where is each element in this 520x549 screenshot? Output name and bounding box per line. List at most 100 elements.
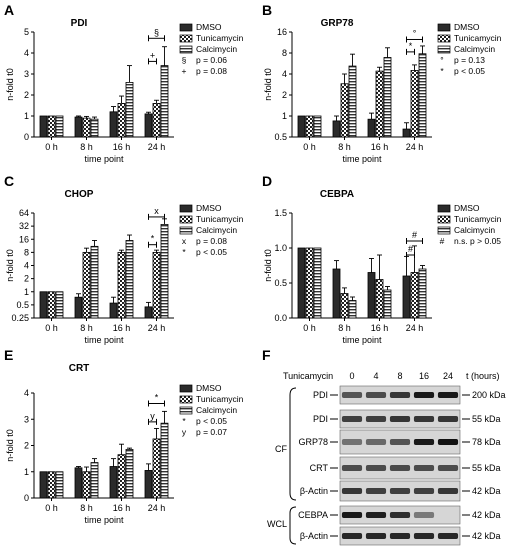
y-tick-label: 0 — [24, 132, 29, 142]
legend-label: Calcimycin — [196, 225, 237, 235]
chart-panel-c: C CHOP 0.25 0.5 1 2 4 8 16 32 64 n-fold t0 0 h 8 h 16… — [4, 173, 244, 345]
y-tick-label: 5 — [24, 27, 29, 37]
y-tick-label: 4 — [24, 388, 29, 398]
bar-calcimycin — [55, 115, 64, 138]
protein-band — [365, 488, 387, 494]
band-label: PDI — [313, 390, 328, 400]
molecular-weight-label: 78 kDa — [472, 437, 501, 447]
protein-band — [413, 512, 435, 518]
lane-label: 16 — [419, 371, 429, 381]
legend-swatch-calcimycin — [179, 45, 193, 54]
legend-swatch-tunicamycin — [437, 215, 451, 224]
note-text: n.s. p > 0.05 — [454, 236, 501, 246]
y-tick-label: 64 — [19, 208, 29, 218]
protein-band — [341, 416, 363, 422]
y-axis-label: n-fold t0 — [5, 249, 15, 282]
group-brace-cf — [289, 387, 297, 501]
legend-swatch-dmso — [437, 23, 451, 32]
protein-band — [413, 488, 435, 494]
note-symbol: + — [182, 66, 187, 76]
y-tick-label: 4 — [282, 69, 287, 79]
legend-label: DMSO — [454, 22, 480, 32]
y-tick-label: 0 — [24, 493, 29, 503]
note-symbol: x — [182, 236, 187, 246]
x-tick-label: 24 h — [148, 503, 166, 513]
protein-band — [389, 392, 411, 398]
bar-dmso — [367, 118, 376, 138]
y-tick-label: 32 — [19, 221, 29, 231]
x-tick-label: 8 h — [338, 142, 351, 152]
molecular-weight-label: 42 kDa — [472, 486, 501, 496]
legend-label: DMSO — [454, 203, 480, 213]
y-tick-label: 2 — [282, 90, 287, 100]
legend-swatch-tunicamycin — [179, 395, 193, 404]
y-tick-label: 0.5 — [274, 132, 287, 142]
lane-label: 8 — [397, 371, 402, 381]
y-tick-label: 1.5 — [274, 208, 287, 218]
x-tick-label: 0 h — [303, 323, 316, 333]
chart-title: GRP78 — [321, 18, 354, 29]
band-label: GRP78 — [298, 437, 328, 447]
protein-band — [437, 392, 459, 398]
bar-tunicamycin — [82, 117, 91, 138]
protein-band — [437, 533, 459, 539]
bar-dmso — [332, 268, 341, 319]
y-axis-label: n-fold t0 — [263, 68, 273, 101]
legend-swatch-tunicamycin — [179, 215, 193, 224]
bar-tunicamycin — [152, 438, 161, 499]
chart-panel-e: E CRT 0 1 2 3 4 n-fold t0 0 h 8 h 16 h 24 h time po… — [4, 347, 244, 525]
protein-band — [341, 439, 363, 445]
significance-symbol: ° — [413, 28, 417, 38]
group-label-cf: CF — [275, 444, 287, 454]
lane-label: 0 — [349, 371, 354, 381]
y-tick-label: 0.0 — [274, 313, 287, 323]
y-tick-label: 16 — [19, 234, 29, 244]
molecular-weight-label: 55 kDa — [472, 414, 501, 424]
chart-panel-b: B GRP78 0.5 1 2 4 8 16 n-fold t0 0 h 8 h 16 h 24 h t… — [262, 2, 502, 164]
legend-swatch-calcimycin — [179, 226, 193, 235]
x-axis-label: time point — [342, 154, 382, 164]
bar-tunicamycin — [47, 291, 56, 319]
panel-letter-d: D — [262, 173, 272, 189]
significance-symbol: + — [150, 50, 155, 60]
bar-dmso — [39, 291, 48, 319]
note-text: p = 0.07 — [196, 427, 227, 437]
x-tick-label: 24 h — [406, 323, 424, 333]
x-tick-label: 24 h — [148, 142, 166, 152]
x-tick-label: 16 h — [113, 323, 131, 333]
x-tick-label: 16 h — [113, 142, 131, 152]
legend-swatch-dmso — [437, 204, 451, 213]
x-tick-label: 16 h — [371, 323, 389, 333]
panel-letter-a: A — [4, 2, 14, 18]
legend-swatch-dmso — [179, 204, 193, 213]
note-symbol: ° — [440, 55, 443, 65]
note-text: p < 0.05 — [196, 416, 227, 426]
protein-band — [413, 465, 435, 471]
x-tick-label: 24 h — [148, 323, 166, 333]
bar-tunicamycin — [305, 115, 314, 138]
bar-dmso — [74, 296, 83, 319]
bar-tunicamycin — [375, 279, 384, 319]
bar-dmso — [74, 116, 83, 138]
bar-dmso — [109, 466, 118, 499]
protein-band — [389, 416, 411, 422]
panel-letter-e: E — [4, 347, 13, 363]
bar-tunicamycin — [340, 83, 349, 138]
bar-calcimycin — [90, 462, 99, 499]
chart-panel-a: A PDI 0 1 2 3 4 5 n-fold t0 0 h 8 h 16 h 24 h time p… — [4, 2, 244, 164]
protein-band — [437, 439, 459, 445]
y-tick-label: 16 — [277, 27, 287, 37]
x-tick-label: 0 h — [45, 503, 58, 513]
protein-band — [341, 533, 363, 539]
legend-swatch-dmso — [179, 23, 193, 32]
bar-dmso — [39, 471, 48, 499]
bar-dmso — [109, 111, 118, 138]
legend-swatch-calcimycin — [437, 226, 451, 235]
bar-tunicamycin — [82, 251, 91, 319]
legend-label: Tunicamycin — [196, 394, 244, 404]
chart-title: CEBPA — [320, 189, 354, 200]
bar-calcimycin — [125, 82, 134, 138]
significance-symbol: * — [155, 393, 159, 403]
molecular-weight-label: 42 kDa — [472, 531, 501, 541]
significance-symbol: # — [408, 244, 413, 254]
